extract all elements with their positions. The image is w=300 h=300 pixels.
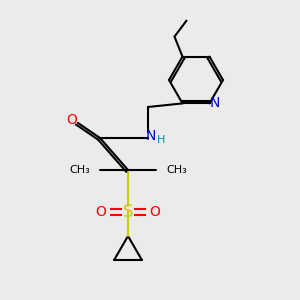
Text: O: O bbox=[96, 205, 106, 219]
Text: N: N bbox=[209, 96, 220, 110]
Text: O: O bbox=[150, 205, 160, 219]
Text: CH₃: CH₃ bbox=[69, 165, 90, 175]
Text: CH₃: CH₃ bbox=[166, 165, 187, 175]
Text: O: O bbox=[67, 113, 77, 127]
Text: S: S bbox=[123, 203, 133, 221]
Text: H: H bbox=[157, 135, 165, 145]
Text: N: N bbox=[146, 129, 156, 143]
